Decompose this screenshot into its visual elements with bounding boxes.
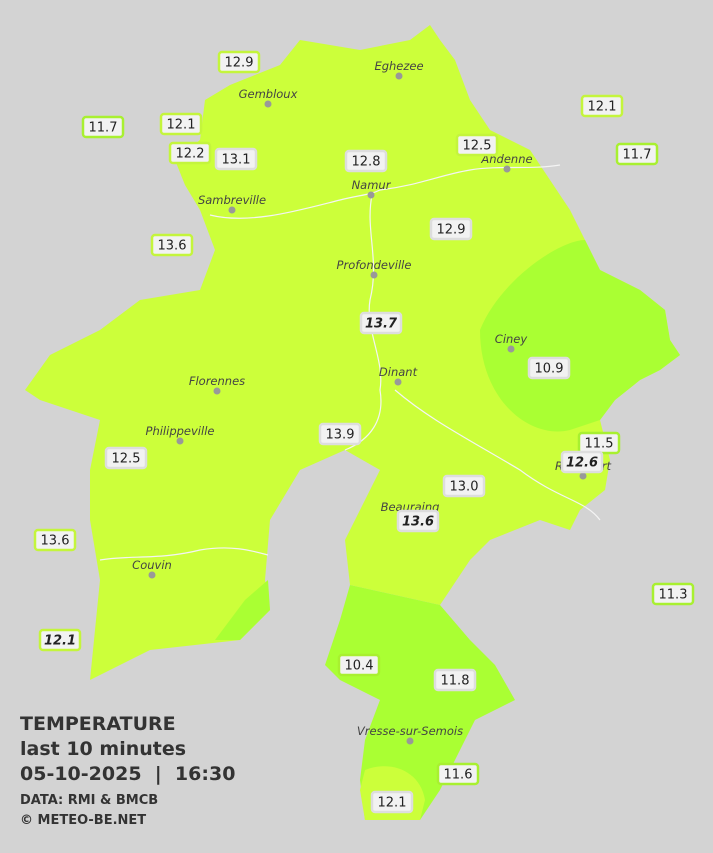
station-box	[344, 149, 388, 173]
town-label: Couvin	[132, 558, 172, 572]
station-box	[318, 422, 362, 446]
station-box	[527, 356, 571, 380]
station-value: 12.1	[588, 100, 617, 115]
town-label: Florennes	[189, 374, 245, 388]
station-value: 12.1	[167, 118, 196, 133]
station-value: 13.9	[326, 428, 355, 443]
river	[344, 194, 382, 451]
station-value: 10.9	[535, 362, 564, 377]
station-box	[150, 233, 194, 257]
station-box	[359, 311, 403, 335]
station-box	[337, 653, 381, 677]
town-label: Philippeville	[146, 424, 215, 438]
river	[394, 389, 601, 521]
legend-source: DATA: RMI & BMCB	[20, 793, 158, 808]
legend-datetime: 05-10-2025 | 16:30	[20, 763, 235, 785]
town-dot	[507, 345, 515, 353]
town-dot	[406, 737, 414, 745]
region-south	[325, 585, 515, 820]
town-label: Dinant	[379, 365, 418, 379]
town-dot	[176, 437, 184, 445]
station-value: 11.7	[89, 121, 118, 136]
legend-period: last 10 minutes	[20, 738, 186, 760]
station-value: 12.6	[566, 456, 598, 471]
station-box	[81, 115, 125, 139]
station-value: 11.8	[441, 674, 470, 689]
station-value: 12.1	[44, 634, 76, 649]
station-box	[33, 528, 77, 552]
station-value: 12.9	[437, 223, 466, 238]
town-label: Sambreville	[198, 193, 266, 207]
station-box	[217, 50, 261, 74]
station-value: 11.5	[585, 437, 614, 452]
station-box	[214, 147, 258, 171]
station-box	[615, 142, 659, 166]
rivers	[99, 164, 601, 561]
town-dot	[367, 191, 375, 199]
station-value: 13.6	[158, 239, 187, 254]
town-dot	[370, 271, 378, 279]
station-box	[580, 94, 624, 118]
town-dot	[394, 378, 402, 386]
legend-title: TEMPERATURE	[20, 713, 176, 735]
station-box	[104, 446, 148, 470]
river	[209, 164, 561, 219]
station-value: 13.6	[402, 515, 434, 530]
station-box	[442, 474, 486, 498]
town-dot	[213, 387, 221, 395]
station-value: 12.1	[378, 796, 407, 811]
station-box	[455, 133, 499, 157]
station-value: 11.6	[444, 768, 473, 783]
town-label: Profondeville	[337, 258, 412, 272]
station-value: 10.4	[345, 659, 374, 674]
station-box	[436, 762, 480, 786]
station-box	[159, 112, 203, 136]
station-box	[396, 509, 440, 533]
town-label: Gembloux	[239, 87, 298, 101]
town-label: Namur	[352, 178, 392, 192]
legend-copyright: © METEO-BE.NET	[20, 813, 146, 828]
station-box	[429, 217, 473, 241]
station-value: 11.7	[623, 148, 652, 163]
town-dot	[395, 72, 403, 80]
town-label: Eghezee	[374, 59, 423, 73]
station-value: 12.8	[352, 155, 381, 170]
station-value: 11.3	[659, 588, 688, 603]
region-warm-zone	[480, 240, 680, 432]
station-box	[651, 582, 695, 606]
legend: TEMPERATURE last 10 minutes 05-10-2025 |…	[20, 713, 235, 828]
town-label: Vresse-sur-Semois	[357, 724, 463, 738]
town-dot	[503, 165, 511, 173]
station-box	[560, 450, 604, 474]
town-label: Ciney	[495, 332, 528, 346]
region-cool-patch	[215, 580, 270, 640]
station-value: 12.5	[112, 452, 141, 467]
station-value: 12.2	[176, 147, 205, 162]
station-box	[370, 790, 414, 814]
station-value: 13.1	[222, 153, 251, 168]
river	[99, 547, 269, 561]
station-box	[433, 668, 477, 692]
town-dot	[579, 472, 587, 480]
town-dot	[264, 100, 272, 108]
station-value: 13.7	[365, 317, 398, 332]
station-value: 13.6	[41, 534, 70, 549]
station-box	[38, 628, 82, 652]
town-dot	[148, 571, 156, 579]
town-dot	[228, 206, 236, 214]
station-value: 13.0	[450, 480, 479, 495]
region-main	[25, 25, 680, 680]
station-value: 12.9	[225, 56, 254, 71]
station-box	[168, 141, 212, 165]
station-value: 12.5	[463, 139, 492, 154]
